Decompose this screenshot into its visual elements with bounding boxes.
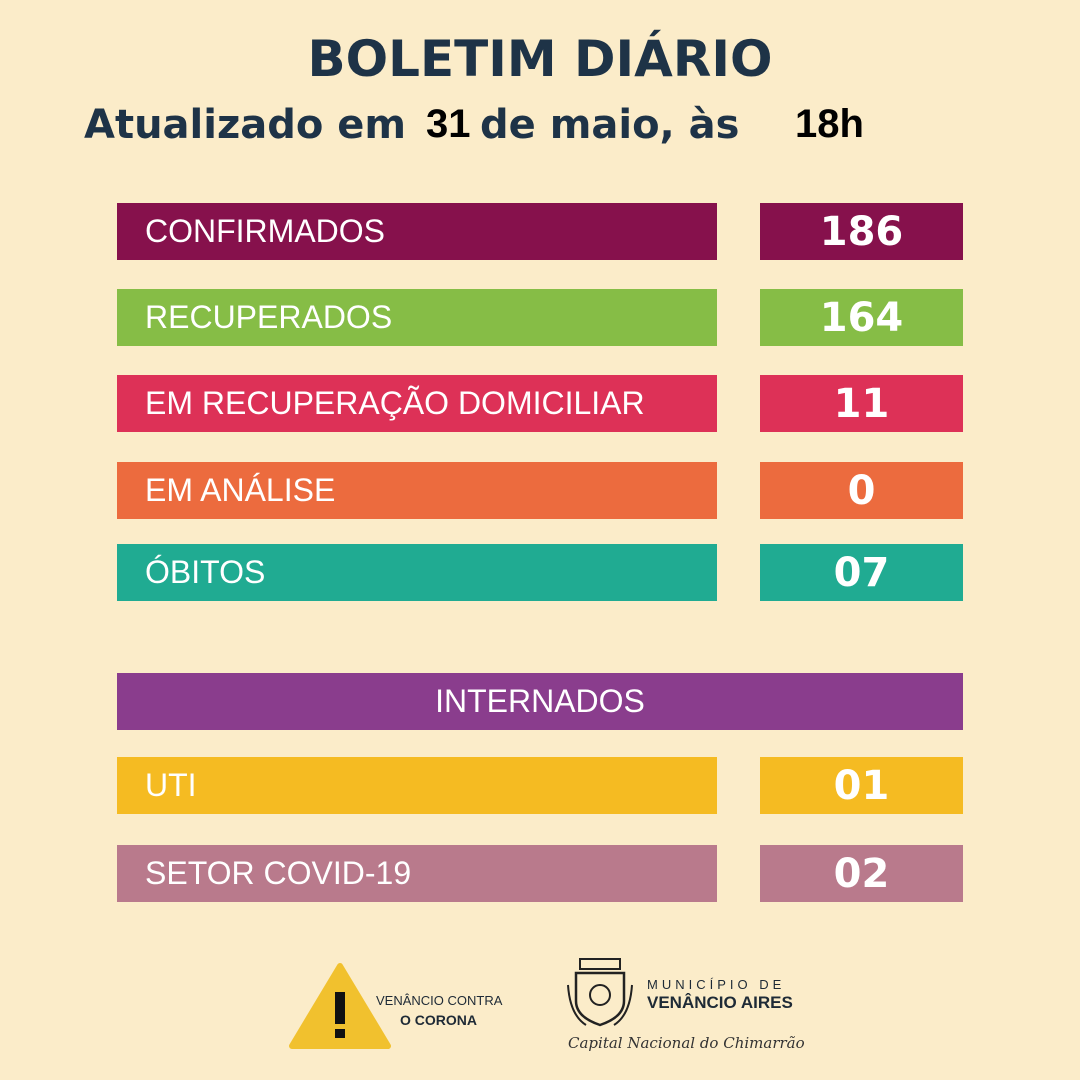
row-label: ÓBITOS xyxy=(117,544,717,601)
row-label: EM ANÁLISE xyxy=(117,462,717,519)
row-label: UTI xyxy=(117,757,717,814)
title: BOLETIM DIÁRIO xyxy=(307,30,773,88)
subtitle-day: 31 xyxy=(426,102,471,146)
warning-icon xyxy=(289,963,391,1049)
subtitle-text: de maio, às xyxy=(480,102,740,148)
row-label: EM RECUPERAÇÃO DOMICILIAR xyxy=(117,375,717,432)
crest-icon xyxy=(567,958,633,1027)
footer-text: MUNICÍPIO DE xyxy=(647,977,786,992)
row-value: 164 xyxy=(760,289,963,346)
row-label: SETOR COVID-19 xyxy=(117,845,717,902)
row-value: 02 xyxy=(760,845,963,902)
row-value: 0 xyxy=(760,462,963,519)
row-value: 186 xyxy=(760,203,963,260)
footer-text: VENÂNCIO AIRES xyxy=(647,993,793,1012)
row-value: 01 xyxy=(760,757,963,814)
row-label: CONFIRMADOS xyxy=(117,203,717,260)
footer-slogan: Capital Nacional do Chimarrão xyxy=(568,1034,805,1052)
section-header: INTERNADOS xyxy=(117,673,963,730)
row-value: 07 xyxy=(760,544,963,601)
row-label: RECUPERADOS xyxy=(117,289,717,346)
subtitle-text: Atualizado em xyxy=(84,102,407,148)
row-value: 11 xyxy=(760,375,963,432)
footer-text: VENÂNCIO CONTRA xyxy=(376,993,503,1008)
footer-text: O CORONA xyxy=(400,1012,477,1028)
subtitle-hour: 18h xyxy=(795,102,864,146)
